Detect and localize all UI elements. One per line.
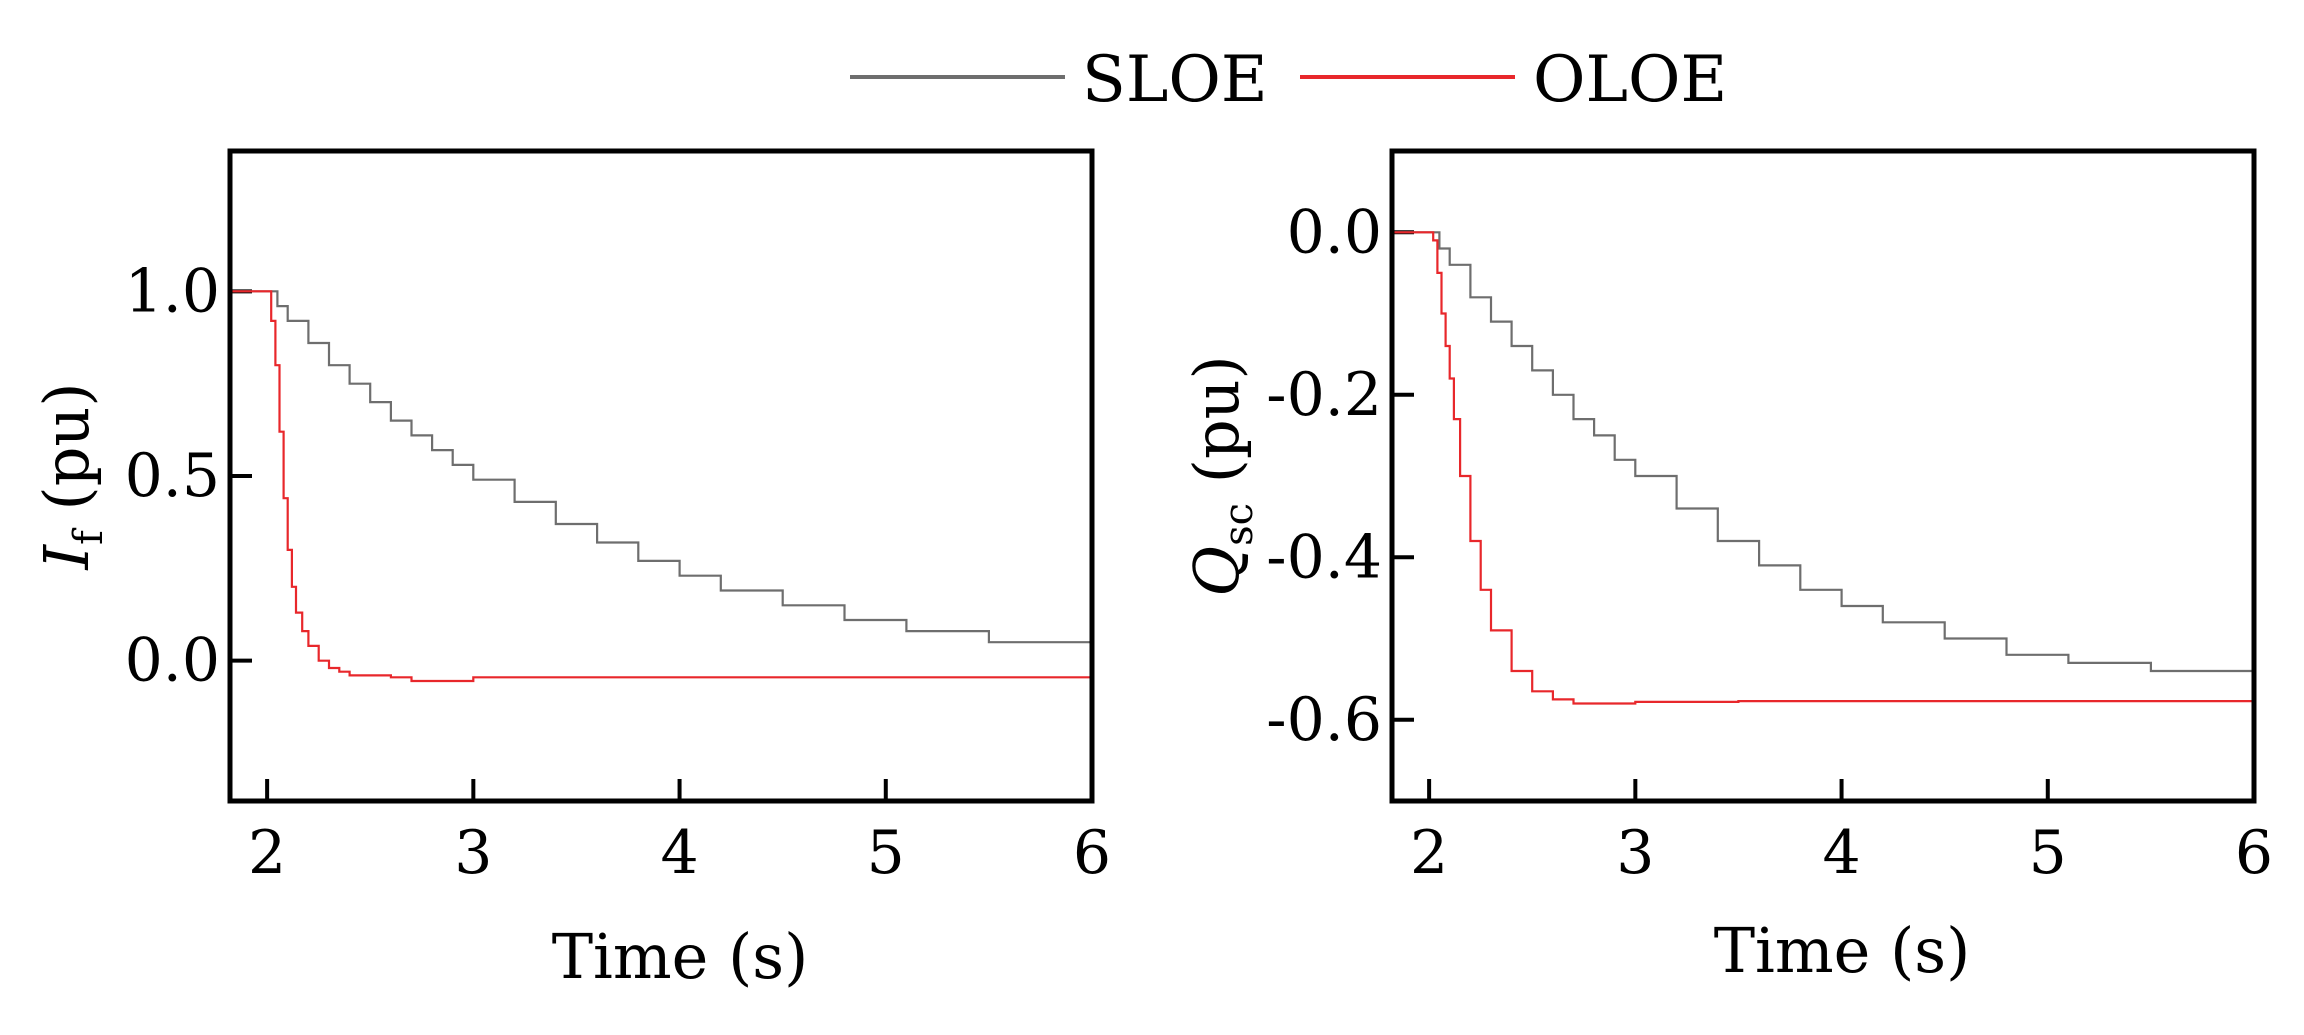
plot-frame	[227, 148, 1095, 804]
y-tick-label: -0.2	[1266, 360, 1382, 430]
y-tick-label: -0.4	[1266, 522, 1382, 592]
legend-label-oloe: OLOE	[1533, 43, 1727, 117]
y-tick-label: -0.6	[1266, 685, 1382, 755]
legend: SLOE OLOE	[850, 43, 1727, 117]
series-line-sloe	[1392, 231, 2256, 680]
x-axis-title: Time (s)	[552, 920, 809, 993]
y-tick-label: 1.0	[125, 256, 220, 326]
x-axis-title: Time (s)	[1714, 914, 1971, 987]
chart-panel-reactive-power: 2 3 4 5 6 0.0 -0.2 -0.4 -0.6 Time (s) Qsc (pu)	[1180, 148, 2273, 987]
y-axis-title: If (pu)	[30, 382, 112, 570]
y-axis-unit: (pu)	[30, 382, 103, 510]
y-axis-subscript: sc	[1216, 503, 1262, 546]
series-line-oloe	[230, 290, 1092, 683]
x-tick-label: 6	[2235, 818, 2273, 888]
y-tick-label: 0.5	[125, 441, 220, 511]
x-tick-label: 4	[660, 818, 698, 888]
x-tick-label: 4	[1822, 818, 1860, 888]
y-tick-label: 0.0	[125, 626, 220, 696]
x-tick-label: 3	[1616, 818, 1654, 888]
x-tick-label: 2	[1410, 818, 1448, 888]
y-axis-symbol: I	[30, 544, 103, 571]
y-axis-title: Qsc (pu)	[1180, 355, 1262, 597]
x-ticks: 2 3 4 5 6	[1410, 779, 2273, 888]
y-ticks: 0.0 -0.2 -0.4 -0.6	[1266, 197, 1414, 755]
x-tick-label: 6	[1073, 818, 1111, 888]
series-line-sloe	[230, 290, 1094, 654]
series-group	[1392, 231, 2256, 705]
y-tick-label: 0.0	[1287, 197, 1382, 267]
y-ticks: 0.0 0.5 1.0	[125, 256, 252, 696]
x-tick-label: 2	[248, 818, 286, 888]
y-axis-spacer	[1180, 483, 1253, 503]
x-ticks: 2 3 4 5 6	[248, 779, 1111, 888]
y-axis-unit: (pu)	[1180, 355, 1253, 483]
plot-frame	[1389, 148, 2257, 804]
x-tick-label: 5	[867, 818, 905, 888]
y-axis-subscript: f	[66, 527, 112, 545]
series-line-oloe	[1392, 231, 2254, 705]
y-axis-symbol: Q	[1180, 546, 1253, 597]
x-tick-label: 5	[2029, 818, 2067, 888]
chart-panel-field-current: 2 3 4 5 6 0.0 0.5 1.0 Time (s) If (pu)	[30, 148, 1111, 993]
series-group	[230, 290, 1094, 683]
y-axis-spacer	[30, 510, 103, 530]
legend-label-sloe: SLOE	[1082, 43, 1268, 117]
x-tick-label: 3	[454, 818, 492, 888]
